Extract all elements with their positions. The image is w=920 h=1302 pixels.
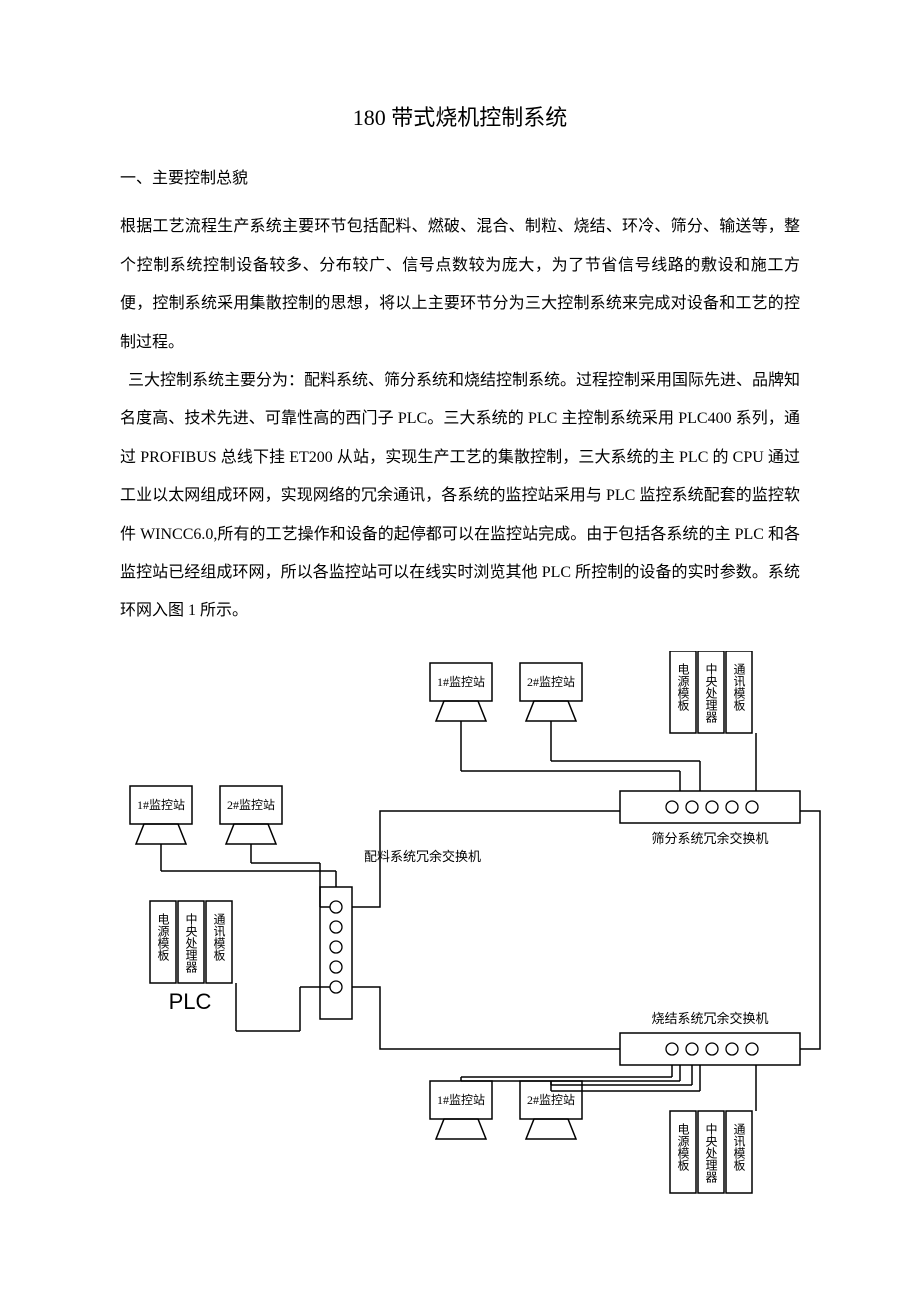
paragraph-1: 根据工艺流程生产系统主要环节包括配料、燃破、混合、制粒、烧结、环冷、筛分、输送等… <box>120 208 800 362</box>
svg-text:筛分系统冗余交换机: 筛分系统冗余交换机 <box>651 831 768 846</box>
section-heading: 一、主要控制总貌 <box>120 160 800 198</box>
svg-text:电源模板: 电源模板 <box>676 662 690 711</box>
svg-text:2#监控站: 2#监控站 <box>227 798 275 812</box>
svg-text:PLC: PLC <box>169 989 212 1014</box>
svg-text:通讯模板: 通讯模板 <box>732 1122 746 1171</box>
network-diagram: 1#监控站2#监控站电源模板中央处理器通讯模板筛分系统冗余交换机1#监控站2#监… <box>120 651 800 1211</box>
svg-text:中央处理器: 中央处理器 <box>704 1121 718 1183</box>
svg-text:1#监控站: 1#监控站 <box>437 675 485 689</box>
svg-text:中央处理器: 中央处理器 <box>184 911 198 973</box>
svg-text:2#监控站: 2#监控站 <box>527 675 575 689</box>
svg-text:中央处理器: 中央处理器 <box>704 661 718 723</box>
svg-text:配料系统冗余交换机: 配料系统冗余交换机 <box>364 849 481 864</box>
svg-text:通讯模板: 通讯模板 <box>212 912 226 961</box>
page-title: 180 带式烧机控制系统 <box>120 100 800 132</box>
svg-text:烧结系统冗余交换机: 烧结系统冗余交换机 <box>651 1011 768 1026</box>
svg-text:1#监控站: 1#监控站 <box>437 1093 485 1107</box>
svg-text:电源模板: 电源模板 <box>156 912 170 961</box>
svg-text:电源模板: 电源模板 <box>676 1122 690 1171</box>
svg-text:通讯模板: 通讯模板 <box>732 662 746 711</box>
svg-text:1#监控站: 1#监控站 <box>137 798 185 812</box>
paragraph-2: 三大控制系统主要分为：配料系统、筛分系统和烧结控制系统。过程控制采用国际先进、品… <box>120 362 800 631</box>
svg-text:2#监控站: 2#监控站 <box>527 1093 575 1107</box>
